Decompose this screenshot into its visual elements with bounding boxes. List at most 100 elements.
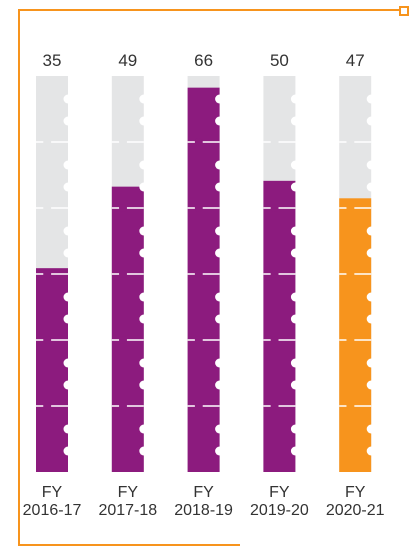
piece-notch bbox=[290, 116, 300, 126]
piece-knob bbox=[119, 138, 127, 146]
piece-knob bbox=[43, 204, 52, 212]
piece-notch bbox=[366, 358, 376, 368]
piece-notch bbox=[290, 380, 300, 390]
piece-notch bbox=[139, 424, 149, 434]
piece-notch bbox=[63, 182, 73, 192]
value-label: 47 bbox=[346, 51, 365, 70]
piece-knob bbox=[194, 402, 203, 410]
piece-knob bbox=[119, 336, 127, 344]
piece-notch bbox=[215, 358, 225, 368]
piece-notch bbox=[366, 160, 376, 170]
piece-notch bbox=[63, 314, 73, 324]
piece-notch bbox=[139, 380, 149, 390]
piece-notch bbox=[215, 446, 225, 456]
piece-knob bbox=[346, 204, 355, 212]
piece-knob bbox=[43, 336, 52, 344]
piece-notch bbox=[63, 226, 73, 236]
x-tick-label: FY 2018-19 bbox=[174, 484, 233, 519]
piece-notch bbox=[290, 182, 300, 192]
piece-notch bbox=[63, 248, 73, 258]
piece-notch bbox=[63, 292, 73, 302]
piece-notch bbox=[290, 314, 300, 324]
piece-notch bbox=[290, 292, 300, 302]
piece-knob bbox=[43, 138, 52, 146]
piece-notch bbox=[290, 248, 300, 258]
piece-notch bbox=[215, 248, 225, 258]
piece-knob bbox=[270, 270, 279, 278]
piece-notch bbox=[215, 182, 225, 192]
piece-notch bbox=[366, 248, 376, 258]
piece-notch bbox=[366, 292, 376, 302]
piece-notch bbox=[63, 94, 73, 104]
piece-notch bbox=[139, 94, 149, 104]
piece-notch bbox=[139, 446, 149, 456]
x-tick-label: FY 2019-20 bbox=[250, 484, 309, 519]
piece-notch bbox=[139, 358, 149, 368]
piece-knob bbox=[43, 270, 52, 278]
piece-notch bbox=[139, 314, 149, 324]
piece-notch bbox=[215, 160, 225, 170]
piece-notch bbox=[139, 226, 149, 236]
piece-notch bbox=[366, 380, 376, 390]
frame-border bbox=[18, 9, 400, 546]
piece-knob bbox=[270, 204, 279, 212]
piece-knob bbox=[43, 402, 52, 410]
piece-notch bbox=[139, 292, 149, 302]
piece-knob bbox=[194, 270, 203, 278]
piece-knob bbox=[346, 138, 355, 146]
x-tick-label: FY 2017-18 bbox=[98, 484, 158, 519]
bar bbox=[263, 180, 296, 472]
value-label: 66 bbox=[194, 51, 213, 70]
value-label: 35 bbox=[43, 51, 62, 70]
frame-corner bbox=[399, 6, 409, 16]
piece-notch bbox=[366, 182, 376, 192]
piece-knob bbox=[270, 336, 279, 344]
piece-knob bbox=[346, 336, 355, 344]
piece-knob bbox=[194, 336, 203, 344]
piece-notch bbox=[290, 94, 300, 104]
piece-knob bbox=[119, 270, 127, 278]
piece-notch bbox=[63, 424, 73, 434]
piece-notch bbox=[366, 94, 376, 104]
piece-notch bbox=[366, 226, 376, 236]
value-label: 50 bbox=[270, 51, 289, 70]
x-tick-label: FY 2020-21 bbox=[325, 484, 385, 519]
piece-notch bbox=[139, 116, 149, 126]
piece-notch bbox=[63, 160, 73, 170]
piece-notch bbox=[215, 380, 225, 390]
piece-notch bbox=[366, 314, 376, 324]
piece-notch bbox=[139, 160, 149, 170]
value-label: 49 bbox=[118, 51, 137, 70]
bar bbox=[111, 186, 144, 472]
piece-notch bbox=[290, 160, 300, 170]
piece-notch bbox=[63, 116, 73, 126]
piece-notch bbox=[366, 446, 376, 456]
piece-notch bbox=[366, 116, 376, 126]
piece-notch bbox=[215, 424, 225, 434]
piece-knob bbox=[119, 204, 127, 212]
piece-knob bbox=[270, 402, 279, 410]
piece-notch bbox=[290, 226, 300, 236]
piece-notch bbox=[215, 226, 225, 236]
bar bbox=[339, 198, 372, 472]
piece-notch bbox=[139, 182, 149, 192]
piece-notch bbox=[290, 424, 300, 434]
frame bbox=[18, 6, 409, 546]
bar bbox=[187, 87, 220, 472]
piece-knob bbox=[270, 138, 279, 146]
x-tick-label: FY 2016-17 bbox=[22, 484, 82, 519]
piece-knob bbox=[119, 402, 127, 410]
bar bbox=[36, 268, 68, 472]
piece-notch bbox=[290, 446, 300, 456]
piece-notch bbox=[63, 446, 73, 456]
piece-knob bbox=[194, 138, 203, 146]
piece-notch bbox=[139, 248, 149, 258]
piece-notch bbox=[366, 424, 376, 434]
piece-notch bbox=[290, 358, 300, 368]
piece-notch bbox=[63, 380, 73, 390]
piece-notch bbox=[215, 94, 225, 104]
piece-notch bbox=[215, 292, 225, 302]
piece-notch bbox=[215, 116, 225, 126]
